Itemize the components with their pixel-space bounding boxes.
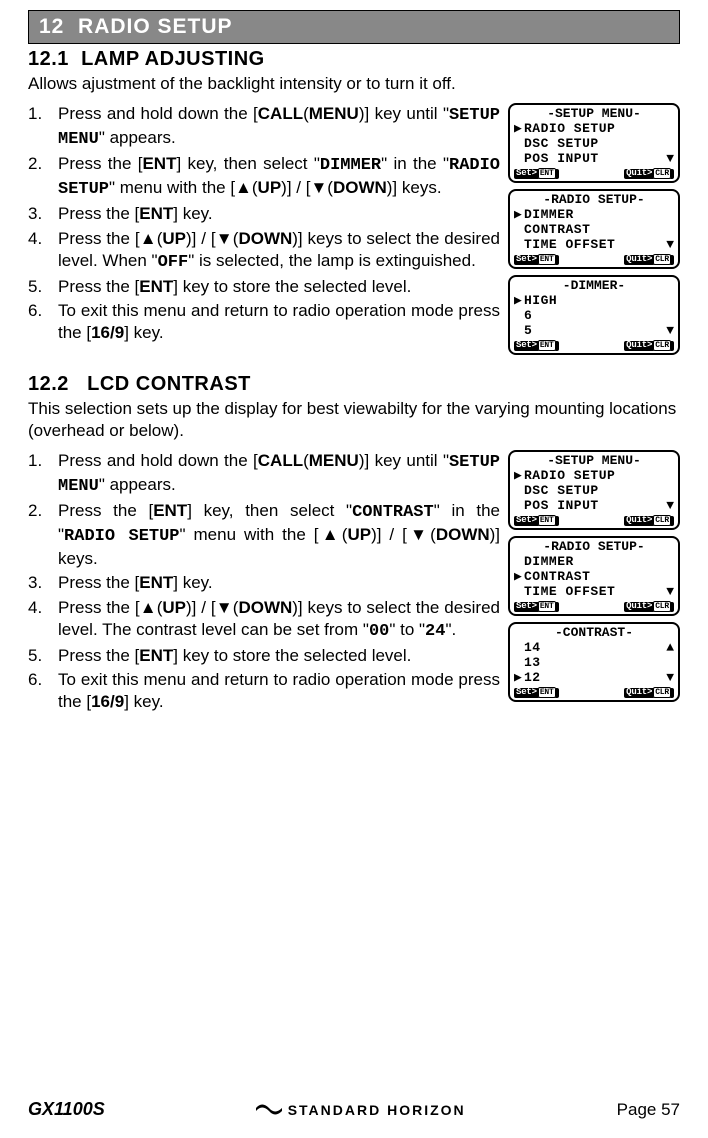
step-item: Press the [ENT] key. [28,572,500,594]
step-item: Press the [ENT] key to store the selecte… [28,276,500,298]
lcd-row: DSC SETUP [514,484,674,499]
lcd-footer: Set>ENTQuit>CLR [514,255,674,265]
lcd-row: ▶DIMMER [514,208,674,223]
lcd-screens-2: -SETUP MENU-▶RADIO SETUP DSC SETUP POS I… [508,450,680,715]
lcd-row: 5▼ [514,324,674,339]
lcd-row: ▶HIGH [514,294,674,309]
lcd-row: CONTRAST [514,223,674,238]
footer-page-number: Page 57 [617,1100,680,1120]
lcd-screen: -SETUP MENU-▶RADIO SETUP DSC SETUP POS I… [508,103,680,183]
lcd-screen: -RADIO SETUP- DIMMER▶CONTRAST TIME OFFSE… [508,536,680,616]
lcd-row: 6 [514,309,674,324]
lcd-title: -SETUP MENU- [514,107,674,122]
brand-logo-icon [256,1101,282,1118]
lcd-row: 13 [514,656,674,671]
lcd-row: 14▲ [514,641,674,656]
lcd-row: ▶RADIO SETUP [514,469,674,484]
section-title-1: 12.1 LAMP ADJUSTING [28,48,680,71]
footer-brand: STANDARD HORIZON [105,1101,617,1118]
footer-brand-text: STANDARD HORIZON [288,1102,466,1118]
lcd-row: POS INPUT▼ [514,499,674,514]
lcd-title: -SETUP MENU- [514,454,674,469]
lcd-footer: Set>ENTQuit>CLR [514,602,674,612]
lcd-row: TIME OFFSET▼ [514,585,674,600]
lcd-row: TIME OFFSET▼ [514,238,674,253]
lcd-screen: -CONTRAST- 14▲ 13▶12▼ Set>ENTQuit>CLR [508,622,680,702]
lcd-title: -RADIO SETUP- [514,540,674,555]
step-item: Press and hold down the [CALL(MENU)] key… [28,450,500,498]
lcd-footer: Set>ENTQuit>CLR [514,341,674,351]
lcd-row: ▶RADIO SETUP [514,122,674,137]
chapter-number: 12 [39,15,64,38]
steps-list-2: Press and hold down the [CALL(MENU)] key… [28,450,500,715]
footer-model: GX1100S [28,1099,105,1120]
steps-list-1: Press and hold down the [CALL(MENU)] key… [28,103,500,355]
chapter-header: 12 RADIO SETUP [28,10,680,44]
lcd-screens-1: -SETUP MENU-▶RADIO SETUP DSC SETUP POS I… [508,103,680,355]
section-number-2: 12.2 [28,373,69,395]
lcd-footer: Set>ENTQuit>CLR [514,169,674,179]
lcd-row: ▶12▼ [514,671,674,686]
step-item: Press the [ENT] key to store the selecte… [28,645,500,667]
lcd-footer: Set>ENTQuit>CLR [514,688,674,698]
section-name-1: LAMP ADJUSTING [81,48,265,70]
step-item: To exit this menu and return to radio op… [28,300,500,344]
lcd-footer: Set>ENTQuit>CLR [514,516,674,526]
section-number-1: 12.1 [28,48,69,70]
lcd-row: POS INPUT▼ [514,152,674,167]
step-item: Press the [▲(UP)] / [▼(DOWN)] keys to se… [28,597,500,643]
lcd-row: ▶CONTRAST [514,570,674,585]
chapter-title-text: RADIO SETUP [78,15,233,38]
step-item: Press the [ENT] key. [28,203,500,225]
step-item: Press the [ENT] key, then select "CONTRA… [28,500,500,570]
section-title-2: 12.2 LCD CONTRAST [28,373,680,396]
lcd-screen: -SETUP MENU-▶RADIO SETUP DSC SETUP POS I… [508,450,680,530]
lcd-row: DSC SETUP [514,137,674,152]
step-item: Press the [ENT] key, then select "DIMMER… [28,153,500,201]
step-item: To exit this menu and return to radio op… [28,669,500,713]
lcd-title: -RADIO SETUP- [514,193,674,208]
section-name-2: LCD CONTRAST [87,373,251,395]
lcd-screen: -DIMMER-▶HIGH 6 5▼ Set>ENTQuit>CLR [508,275,680,355]
page-footer: GX1100S STANDARD HORIZON Page 57 [28,1099,680,1120]
lcd-title: -DIMMER- [514,279,674,294]
lcd-row: DIMMER [514,555,674,570]
section-intro-2: This selection sets up the display for b… [28,398,680,442]
step-item: Press and hold down the [CALL(MENU)] key… [28,103,500,151]
step-item: Press the [▲(UP)] / [▼(DOWN)] keys to se… [28,228,500,274]
section-intro-1: Allows ajustment of the backlight intens… [28,73,680,95]
lcd-title: -CONTRAST- [514,626,674,641]
lcd-screen: -RADIO SETUP-▶DIMMER CONTRAST TIME OFFSE… [508,189,680,269]
